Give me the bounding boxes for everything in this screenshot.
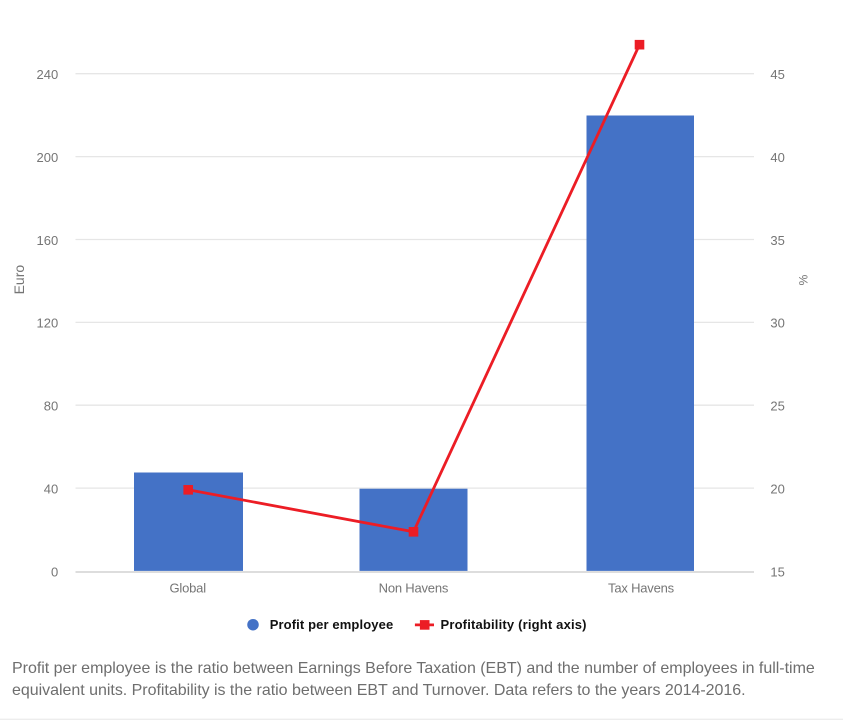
svg-text:Profitability (right axis): Profitability (right axis)	[441, 617, 587, 632]
svg-text:45: 45	[770, 67, 784, 82]
svg-text:Profit per employee is the rat: Profit per employee is the ratio between…	[12, 660, 815, 677]
svg-text:25: 25	[770, 399, 784, 414]
svg-text:Global: Global	[170, 581, 207, 596]
svg-text:160: 160	[36, 233, 58, 248]
svg-text:Euro: Euro	[11, 265, 27, 295]
svg-text:40: 40	[770, 150, 784, 165]
svg-text:%: %	[797, 274, 811, 285]
svg-text:200: 200	[36, 150, 58, 165]
svg-text:equivalent units. Profitabilit: equivalent units. Profitability is the r…	[12, 682, 746, 699]
svg-text:80: 80	[44, 399, 58, 414]
svg-text:Profit per employee: Profit per employee	[270, 617, 394, 632]
svg-text:Non Havens: Non Havens	[379, 581, 449, 596]
svg-text:35: 35	[770, 233, 784, 248]
svg-text:15: 15	[770, 564, 784, 579]
svg-text:0: 0	[51, 564, 58, 579]
svg-text:120: 120	[36, 316, 58, 331]
svg-text:20: 20	[770, 481, 784, 496]
svg-text:30: 30	[770, 316, 784, 331]
svg-text:240: 240	[36, 67, 58, 82]
svg-text:40: 40	[44, 481, 58, 496]
svg-text:Tax Havens: Tax Havens	[608, 581, 675, 596]
